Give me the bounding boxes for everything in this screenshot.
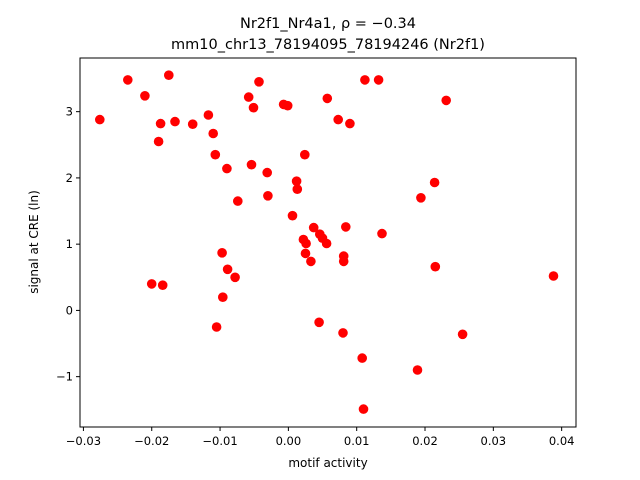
data-point (341, 222, 351, 232)
data-point (360, 75, 370, 85)
data-point (263, 191, 273, 201)
data-point (338, 256, 349, 267)
data-point (146, 279, 157, 289)
y-tick-label: −1 (56, 370, 73, 384)
data-point (157, 280, 168, 291)
data-point (246, 159, 257, 170)
data-point (218, 292, 228, 303)
data-point (291, 176, 302, 186)
y-tick-label: 2 (66, 171, 73, 185)
data-point (233, 196, 243, 206)
data-point (373, 75, 384, 85)
x-tick-label: −0.03 (66, 434, 101, 448)
data-point (308, 222, 319, 233)
data-point (262, 167, 273, 178)
data-point (187, 119, 198, 129)
data-points (95, 70, 559, 414)
x-tick-label: −0.01 (202, 434, 237, 448)
y-tick-label: 3 (66, 105, 73, 119)
data-point (338, 328, 348, 338)
x-tick-label: 0.01 (344, 434, 370, 448)
y-axis-ticks: −1 0 1 2 3 (56, 105, 80, 384)
y-tick-label: 1 (66, 237, 73, 251)
data-point (164, 70, 174, 80)
data-point (441, 95, 452, 106)
data-point (321, 238, 332, 249)
chart-title-line2: mm10_chr13_78194095_78194246 (Nr2f1) (171, 37, 485, 53)
data-point (333, 114, 344, 125)
data-point (357, 353, 368, 363)
data-point (548, 271, 559, 281)
data-point (153, 136, 164, 147)
data-point (210, 149, 221, 160)
data-point (230, 272, 240, 283)
data-point (222, 163, 232, 174)
data-point (203, 110, 214, 120)
data-point (248, 102, 259, 113)
data-point (170, 116, 180, 127)
data-point (300, 149, 310, 160)
data-point (208, 128, 218, 139)
data-point (457, 329, 468, 340)
data-point (301, 238, 311, 249)
data-point (287, 210, 298, 221)
data-point (217, 248, 227, 258)
data-point (322, 93, 333, 104)
x-tick-label: 0.04 (549, 434, 575, 448)
x-tick-label: 0.03 (481, 434, 507, 448)
data-point (345, 118, 355, 129)
data-point (300, 248, 311, 259)
data-point (416, 193, 426, 203)
data-point (358, 404, 369, 414)
plot-area-frame (79, 57, 577, 428)
data-point (140, 91, 150, 101)
data-point (211, 322, 222, 332)
data-point (282, 100, 293, 111)
data-point (123, 75, 133, 85)
data-point (314, 317, 324, 328)
x-axis-label: motif activity (288, 456, 367, 470)
data-point (430, 261, 441, 272)
data-point (306, 256, 316, 267)
data-point (292, 184, 303, 194)
y-axis-label: signal at CRE (ln) (27, 190, 41, 294)
data-point (155, 118, 166, 129)
y-tick-label: 0 (66, 303, 73, 317)
data-point (254, 77, 264, 87)
data-point (377, 228, 387, 239)
data-point (95, 114, 105, 125)
x-tick-label: −0.02 (134, 434, 169, 448)
x-axis-ticks: −0.03 −0.02 −0.01 0.00 0.01 0.02 0.03 0.04 (66, 427, 575, 448)
data-point (243, 92, 254, 102)
chart-title-line1: Nr2f1_Nr4a1, ρ = −0.34 (240, 16, 416, 32)
data-point (429, 177, 440, 188)
data-point (222, 264, 233, 275)
x-tick-label: 0.02 (412, 434, 438, 448)
x-tick-label: 0.00 (276, 434, 302, 448)
data-point (412, 365, 423, 375)
